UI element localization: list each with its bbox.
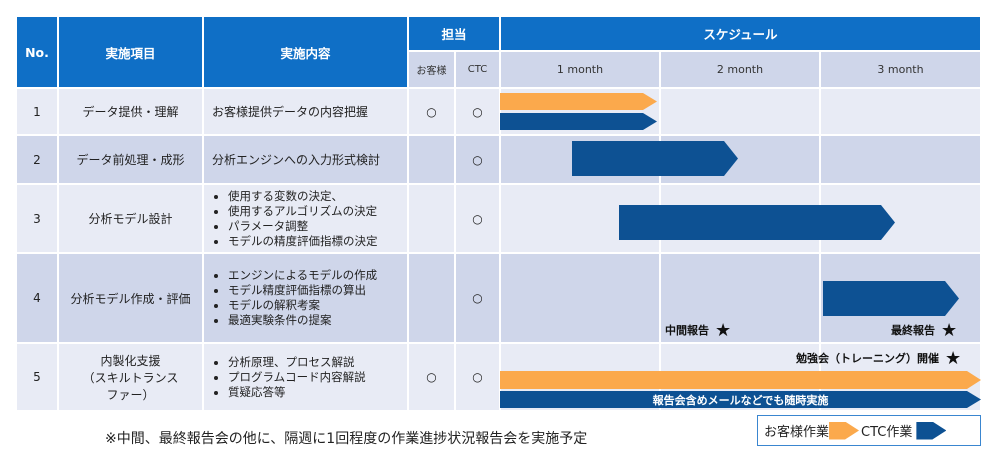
legend-ctc-swatch bbox=[916, 422, 946, 440]
header-schedule: スケジュール bbox=[501, 17, 980, 50]
header-ctc: CTC bbox=[456, 52, 499, 87]
milestone-interim: 中間報告 ★ bbox=[665, 320, 731, 341]
milestone-training-label: 勉強会（トレーニング）開催 bbox=[796, 352, 939, 365]
star-icon: ★ bbox=[941, 320, 958, 341]
milestone-interim-label: 中間報告 bbox=[665, 324, 709, 337]
row-5-item-cell: 内製化支援 （スキルトランス ファー） bbox=[59, 344, 202, 410]
row-1-ctc-bar bbox=[500, 113, 657, 130]
header-owner: 担当 bbox=[409, 17, 499, 50]
row-4-m2-cell bbox=[661, 254, 819, 342]
row-4-ctc-bar bbox=[823, 281, 959, 316]
milestone-final: 最終報告 ★ bbox=[891, 320, 957, 341]
row-3-no-cell: 3 bbox=[17, 185, 57, 252]
bullet-item: 分析原理、プロセス解説 bbox=[228, 355, 366, 370]
bullet-list: 分析原理、プロセス解説プログラムコード内容解説質疑応答等 bbox=[212, 355, 366, 400]
header-no: No. bbox=[17, 17, 57, 87]
header-month-2: 2 month bbox=[661, 52, 819, 87]
row-1-customer-bar bbox=[500, 93, 657, 110]
row-5-content-cell: 分析原理、プロセス解説プログラムコード内容解説質疑応答等 bbox=[204, 344, 407, 410]
row-4-no-cell: 4 bbox=[17, 254, 57, 342]
row-1-item-cell: データ提供・理解 bbox=[59, 89, 202, 134]
row-3-ctc-bar bbox=[619, 205, 895, 240]
bullet-item: モデルの精度評価指標の決定 bbox=[228, 234, 378, 249]
header-customer: お客様 bbox=[409, 52, 454, 87]
header-content: 実施内容 bbox=[204, 17, 407, 87]
bullet-list: 使用する変数の決定、使用するアルゴリズムの決定パラメータ調整モデルの精度評価指標… bbox=[212, 189, 378, 249]
row-2-m3-cell bbox=[821, 136, 980, 183]
milestone-final-label: 最終報告 bbox=[891, 324, 935, 337]
bullet-item: モデルの解釈考案 bbox=[228, 298, 377, 313]
header-month-1: 1 month bbox=[501, 52, 659, 87]
legend-customer-label: お客様作業 bbox=[764, 425, 830, 440]
row-1-content-cell: お客様提供データの内容把握 bbox=[204, 89, 407, 134]
row-2-content-cell: 分析エンジンへの入力形式検討 bbox=[204, 136, 407, 183]
milestone-training: 勉強会（トレーニング）開催 ★ bbox=[796, 348, 961, 369]
legend-customer-swatch bbox=[829, 422, 859, 440]
row-5-customer-cell: ○ bbox=[409, 344, 454, 410]
row-4-content-cell: エンジンによるモデルの作成モデル精度評価指標の算出モデルの解釈考案最適実験条件の… bbox=[204, 254, 407, 342]
star-icon: ★ bbox=[715, 320, 732, 341]
bullet-item: 使用する変数の決定、 bbox=[228, 189, 378, 204]
row-3-ctc-cell: ○ bbox=[456, 185, 499, 252]
row-3-content-cell: 使用する変数の決定、使用するアルゴリズムの決定パラメータ調整モデルの精度評価指標… bbox=[204, 185, 407, 252]
row-4-ctc-cell: ○ bbox=[456, 254, 499, 342]
star-icon: ★ bbox=[945, 348, 962, 369]
bullet-item: プログラムコード内容解説 bbox=[228, 370, 366, 385]
row-1-m2-cell bbox=[661, 89, 819, 134]
row-5-customer-bar bbox=[500, 371, 981, 389]
bullet-item: モデル精度評価指標の算出 bbox=[228, 283, 377, 298]
row-2-item-cell: データ前処理・成形 bbox=[59, 136, 202, 183]
row-1-no-cell: 1 bbox=[17, 89, 57, 134]
row-2-ctc-cell: ○ bbox=[456, 136, 499, 183]
row-1-m3-cell bbox=[821, 89, 980, 134]
row-3-item-cell: 分析モデル設計 bbox=[59, 185, 202, 252]
bullet-item: 使用するアルゴリズムの決定 bbox=[228, 204, 378, 219]
legend-ctc-label: CTC作業 bbox=[861, 425, 913, 440]
row-5-no-cell: 5 bbox=[17, 344, 57, 410]
header-item: 実施項目 bbox=[59, 17, 202, 87]
bullet-item: エンジンによるモデルの作成 bbox=[228, 268, 377, 283]
row-4-m1-cell bbox=[501, 254, 659, 342]
row-5-ctc-bar: 報告会含めメールなどでも随時実施 bbox=[500, 391, 981, 408]
row-2-ctc-bar bbox=[572, 141, 738, 176]
bullet-list: エンジンによるモデルの作成モデル精度評価指標の算出モデルの解釈考案最適実験条件の… bbox=[212, 268, 377, 328]
row-5-ctc-cell: ○ bbox=[456, 344, 499, 410]
legend: お客様作業 CTC作業 bbox=[757, 415, 981, 446]
bullet-item: 最適実験条件の提案 bbox=[228, 313, 377, 328]
footnote: ※中間、最終報告会の他に、隔週に1回程度の作業進捗状況報告会を実施予定 bbox=[105, 431, 588, 447]
row-2-no-cell: 2 bbox=[17, 136, 57, 183]
row-2-customer-cell bbox=[409, 136, 454, 183]
row-3-customer-cell bbox=[409, 185, 454, 252]
bullet-item: パラメータ調整 bbox=[228, 219, 378, 234]
row-4-item-cell: 分析モデル作成・評価 bbox=[59, 254, 202, 342]
row-1-customer-cell: ○ bbox=[409, 89, 454, 134]
bullet-item: 質疑応答等 bbox=[228, 385, 366, 400]
header-month-3: 3 month bbox=[821, 52, 980, 87]
row-1-ctc-cell: ○ bbox=[456, 89, 499, 134]
row-4-customer-cell bbox=[409, 254, 454, 342]
